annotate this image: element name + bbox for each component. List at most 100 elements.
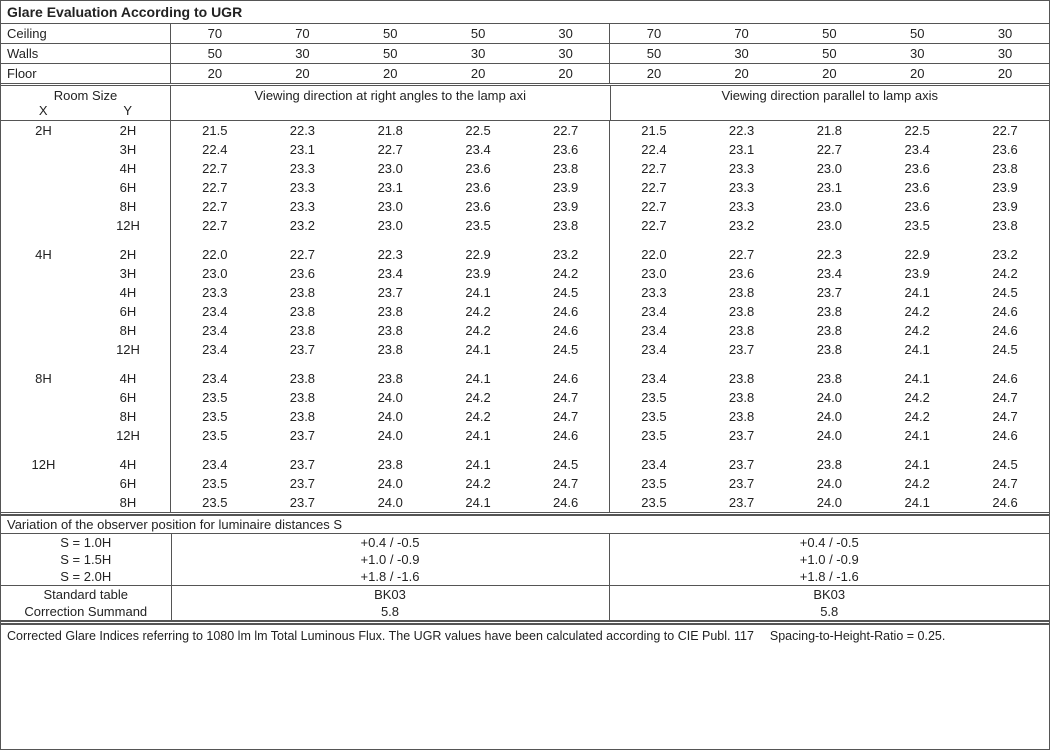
ugr-value: 24.2	[434, 321, 522, 340]
room-y: 12H	[86, 426, 171, 445]
ugr-value: 24.0	[346, 474, 434, 493]
ugr-value: 22.7	[610, 178, 698, 197]
room-y: 12H	[86, 340, 171, 359]
room-y: 4H	[86, 283, 171, 302]
ugr-value: 22.7	[171, 216, 259, 235]
ugr-value: 23.6	[698, 264, 786, 283]
ugr-value: 23.4	[610, 340, 698, 359]
variation-title: Variation of the observer position for l…	[1, 516, 1049, 534]
ugr-value: 23.0	[785, 216, 873, 235]
ugr-value: 22.7	[346, 140, 434, 159]
ugr-value: 23.4	[171, 302, 259, 321]
column-headers: Room Size X Y Viewing direction at right…	[1, 86, 1049, 121]
ugr-value: 23.3	[258, 159, 346, 178]
ugr-value: 22.7	[171, 178, 259, 197]
ugr-value: 24.0	[785, 426, 873, 445]
ugr-value: 24.1	[873, 493, 961, 512]
ugr-value: 23.4	[610, 369, 698, 388]
ugr-value: 23.8	[961, 216, 1049, 235]
ugr-value: 24.7	[961, 407, 1049, 426]
ugr-value: 22.3	[258, 121, 346, 140]
ugr-value: 24.2	[522, 264, 610, 283]
ugr-value: 23.6	[873, 197, 961, 216]
ugr-value: 24.2	[961, 264, 1049, 283]
ugr-value: 24.2	[434, 474, 522, 493]
ugr-value: 23.2	[698, 216, 786, 235]
room-size-label: Room Size	[1, 88, 170, 103]
ugr-value: 23.3	[698, 178, 786, 197]
ugr-value: 23.9	[522, 197, 610, 216]
ugr-value: 24.0	[785, 388, 873, 407]
ugr-value: 22.3	[785, 245, 873, 264]
ugr-value: 23.9	[434, 264, 522, 283]
ugr-value: 23.8	[258, 369, 346, 388]
ugr-value: 24.0	[346, 388, 434, 407]
ugr-value: 24.0	[346, 493, 434, 512]
ugr-value: 23.8	[346, 340, 434, 359]
ugr-report: Glare Evaluation According to UGR Ceilin…	[0, 0, 1050, 750]
ugr-value: 24.6	[961, 369, 1049, 388]
room-x	[1, 178, 86, 197]
ugr-value: 24.5	[961, 283, 1049, 302]
ugr-value: 24.0	[785, 407, 873, 426]
ugr-value: 24.6	[961, 426, 1049, 445]
ugr-value: 23.7	[785, 283, 873, 302]
ugr-value: 24.1	[434, 493, 522, 512]
ugr-value: 24.2	[434, 388, 522, 407]
ugr-value: 23.4	[171, 340, 259, 359]
ugr-value: 23.8	[961, 159, 1049, 178]
ugr-value: 23.1	[698, 140, 786, 159]
ugr-value: 24.0	[346, 426, 434, 445]
ugr-value: 23.8	[258, 388, 346, 407]
ugr-value: 23.8	[522, 216, 610, 235]
ugr-value: 22.5	[873, 121, 961, 140]
ugr-value: 24.1	[873, 340, 961, 359]
ugr-value: 22.7	[698, 245, 786, 264]
room-x	[1, 140, 86, 159]
ugr-value: 23.8	[785, 369, 873, 388]
ugr-value: 23.4	[171, 455, 259, 474]
ugr-value: 22.5	[434, 121, 522, 140]
view-direction-1: Viewing direction at right angles to the…	[171, 86, 611, 120]
ugr-value: 22.7	[610, 159, 698, 178]
ugr-value: 23.5	[873, 216, 961, 235]
room-y: 3H	[86, 264, 171, 283]
ugr-value: 23.8	[346, 369, 434, 388]
ugr-value: 23.9	[961, 178, 1049, 197]
ugr-value: 22.3	[698, 121, 786, 140]
ugr-value: 23.0	[346, 159, 434, 178]
ugr-value: 24.0	[785, 474, 873, 493]
ugr-value: 23.4	[610, 302, 698, 321]
ugr-value: 23.0	[171, 264, 259, 283]
ugr-value: 24.5	[522, 340, 610, 359]
room-x: 8H	[1, 369, 86, 388]
ugr-value: 24.1	[434, 369, 522, 388]
ugr-value: 23.7	[258, 426, 346, 445]
room-x	[1, 216, 86, 235]
ugr-value: 23.2	[522, 245, 610, 264]
ugr-value: 23.9	[961, 197, 1049, 216]
ugr-value: 23.8	[785, 455, 873, 474]
ugr-value: 23.1	[258, 140, 346, 159]
ugr-value: 24.0	[346, 407, 434, 426]
room-y: 8H	[86, 321, 171, 340]
ugr-value: 23.8	[258, 321, 346, 340]
ugr-value: 24.1	[873, 283, 961, 302]
ugr-value: 22.7	[961, 121, 1049, 140]
ugr-value: 24.7	[522, 388, 610, 407]
ugr-value: 22.4	[610, 140, 698, 159]
ugr-value: 23.8	[785, 340, 873, 359]
ugr-value: 23.0	[610, 264, 698, 283]
room-y: 8H	[86, 493, 171, 512]
ugr-value: 23.5	[171, 426, 259, 445]
ugr-value: 24.2	[873, 474, 961, 493]
ugr-value: 23.3	[698, 197, 786, 216]
ugr-value: 23.6	[522, 140, 610, 159]
room-y: 6H	[86, 302, 171, 321]
ugr-value: 23.0	[785, 159, 873, 178]
room-x: 12H	[1, 455, 86, 474]
room-y: 12H	[86, 216, 171, 235]
ugr-value: 23.6	[434, 178, 522, 197]
ugr-value: 22.7	[610, 197, 698, 216]
ugr-value: 22.7	[522, 121, 610, 140]
